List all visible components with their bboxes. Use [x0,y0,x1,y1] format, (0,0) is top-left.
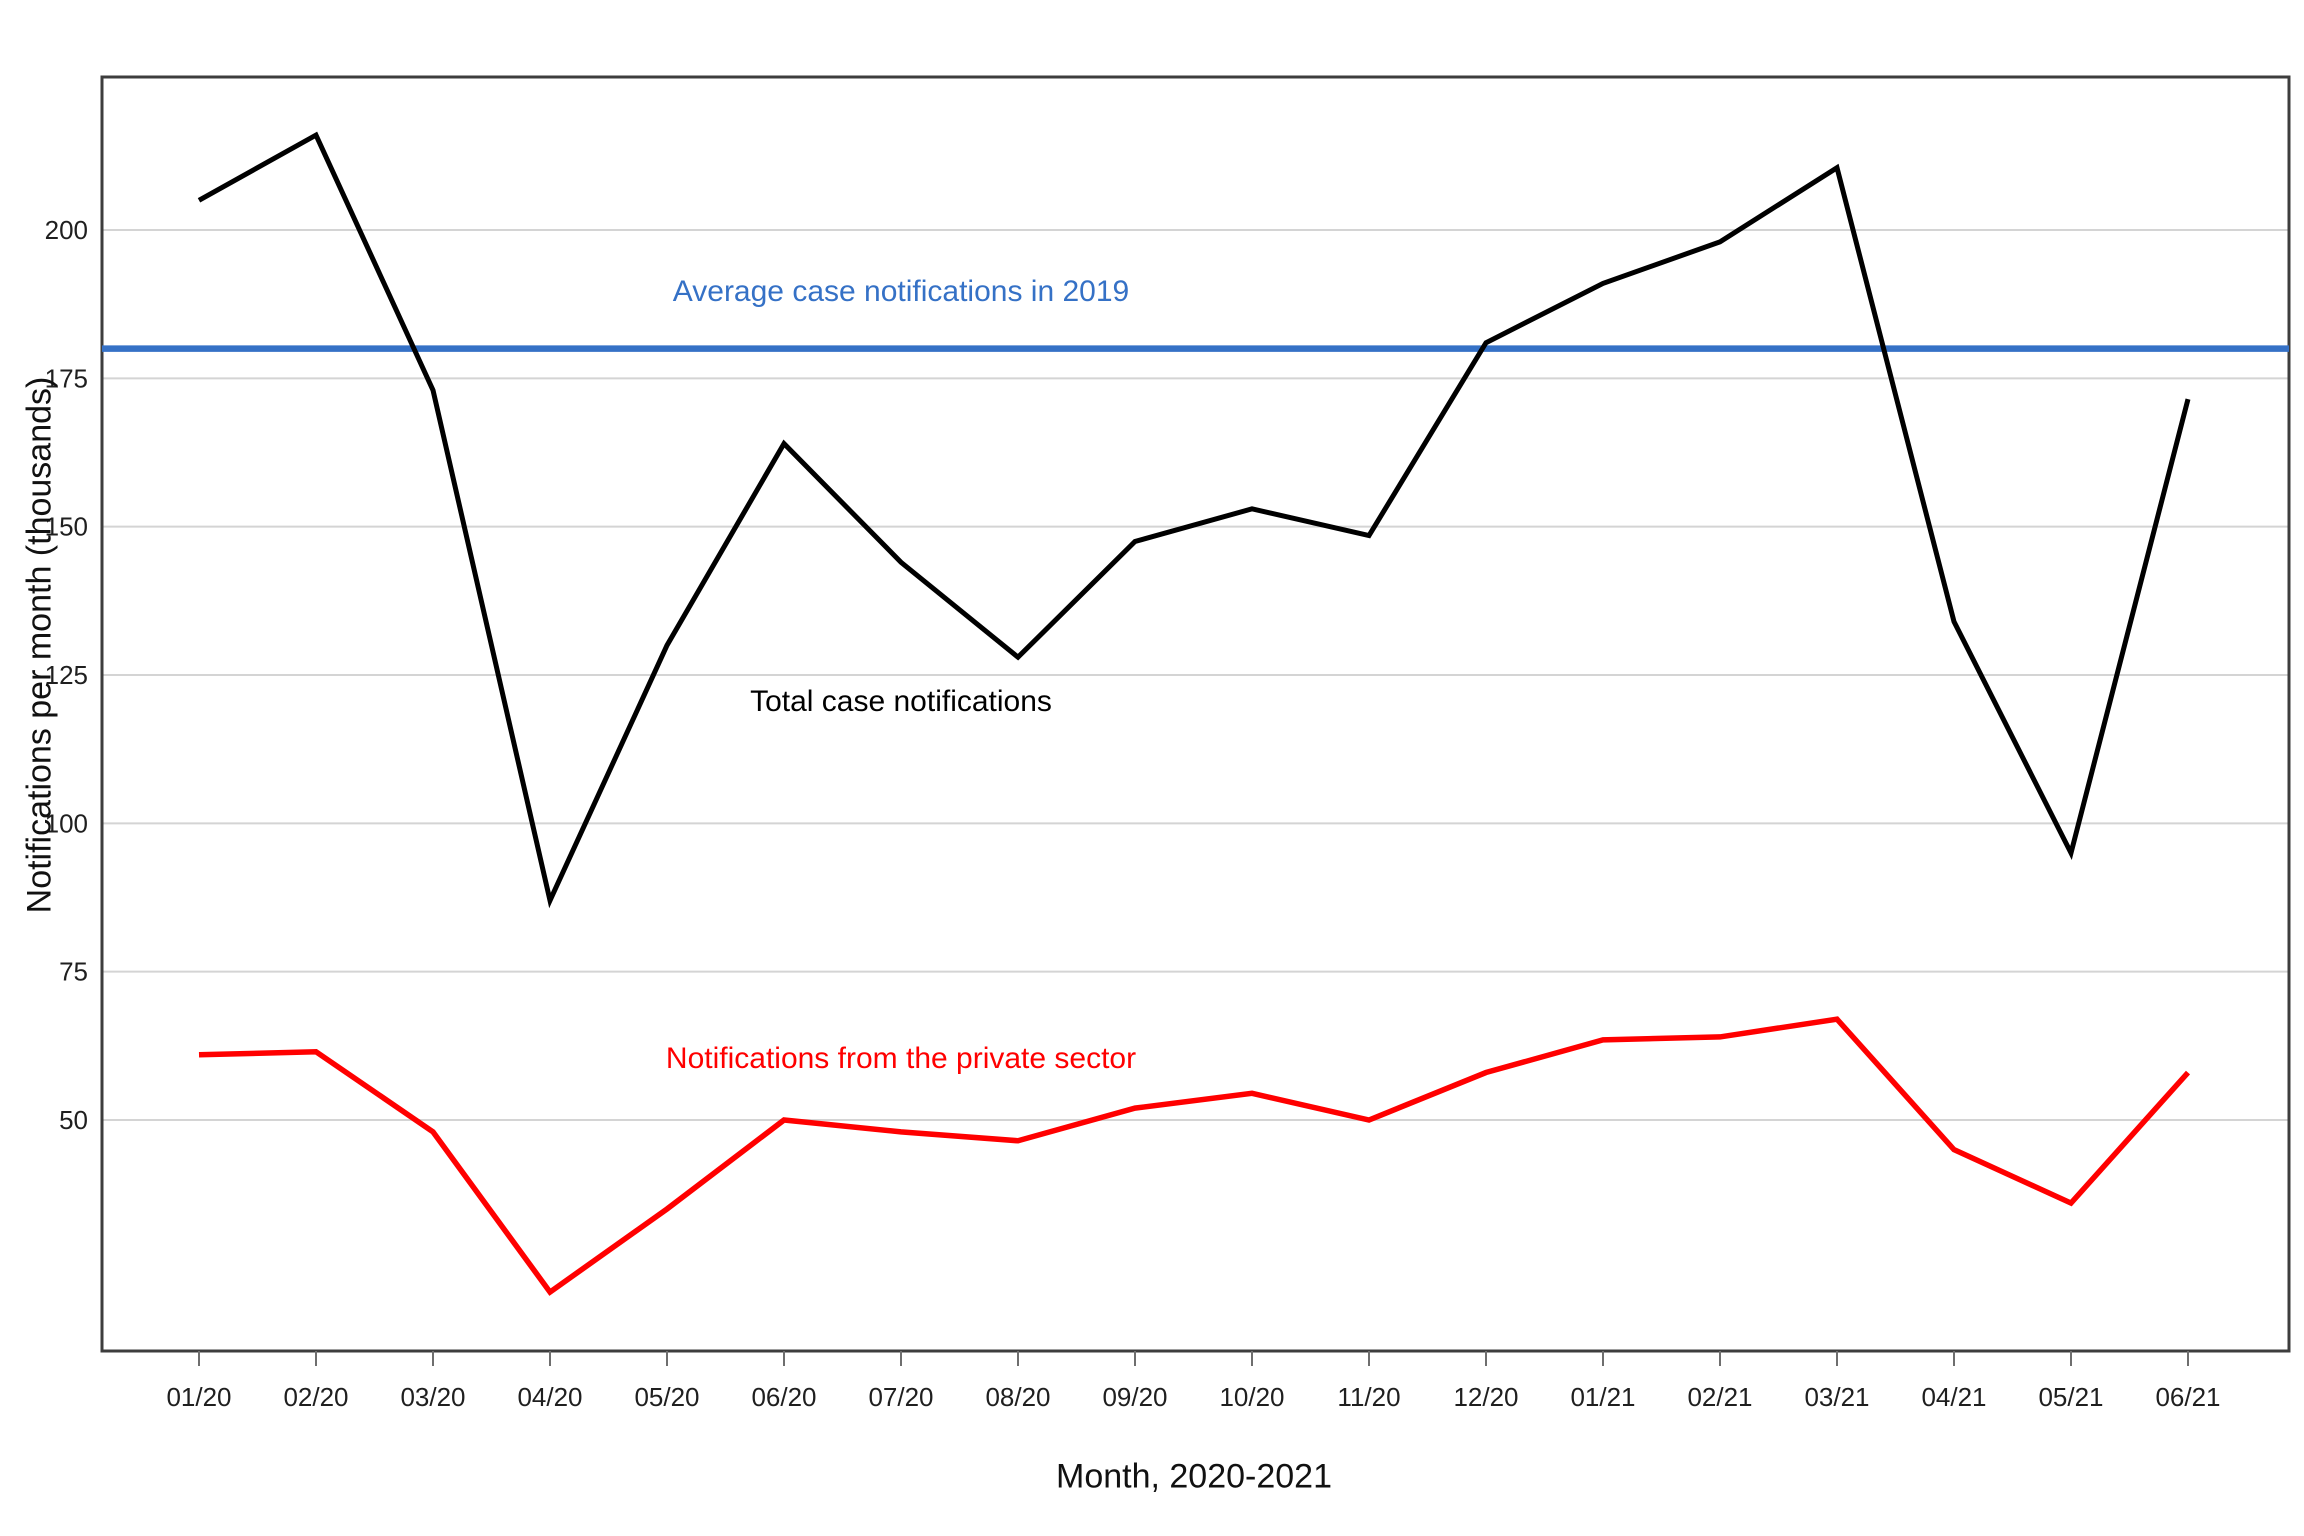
x-tick-label: 01/20 [166,1382,231,1412]
y-tick-label: 50 [59,1105,88,1135]
x-tick-label: 04/20 [517,1382,582,1412]
x-tick-label: 08/20 [985,1382,1050,1412]
x-tick-label: 07/20 [868,1382,933,1412]
x-tick-label: 06/21 [2155,1382,2220,1412]
y-tick-label: 200 [45,215,88,245]
total-series-line [197,131,2191,909]
y-tick-label: 150 [45,512,88,542]
x-tick-label: 06/20 [751,1382,816,1412]
x-tick-label: 02/21 [1687,1382,1752,1412]
y-tick-label: 175 [45,363,88,393]
x-tick-label: 01/21 [1570,1382,1635,1412]
x-tick-label: 05/21 [2038,1382,2103,1412]
y-tick-label: 125 [45,660,88,690]
series-label-private: Notifications from the private sector [665,1041,1137,1075]
x-tick-label: 05/20 [634,1382,699,1412]
x-tick-label: 03/20 [400,1382,465,1412]
y-tick-label: 75 [59,957,88,987]
reference-line-label: Average case notifications in 2019 [672,275,1130,309]
x-tick-label: 12/20 [1453,1382,1518,1412]
private-series-line [198,1016,2191,1296]
x-tick-label: 03/21 [1804,1382,1869,1412]
x-tick-label: 09/20 [1102,1382,1167,1412]
x-tick-label: 04/21 [1921,1382,1986,1412]
x-tick-label: 02/20 [283,1382,348,1412]
x-tick-label: 10/20 [1219,1382,1284,1412]
plot-border [100,75,2291,1353]
x-tick-label: 11/20 [1337,1382,1400,1412]
y-axis-title: Notifications per month (thousands) [20,376,59,914]
series-label-total: Total case notifications [750,684,1052,718]
x-axis-title: Month, 2020-2021 [1056,1457,1332,1496]
y-tick-label: 100 [45,808,88,838]
